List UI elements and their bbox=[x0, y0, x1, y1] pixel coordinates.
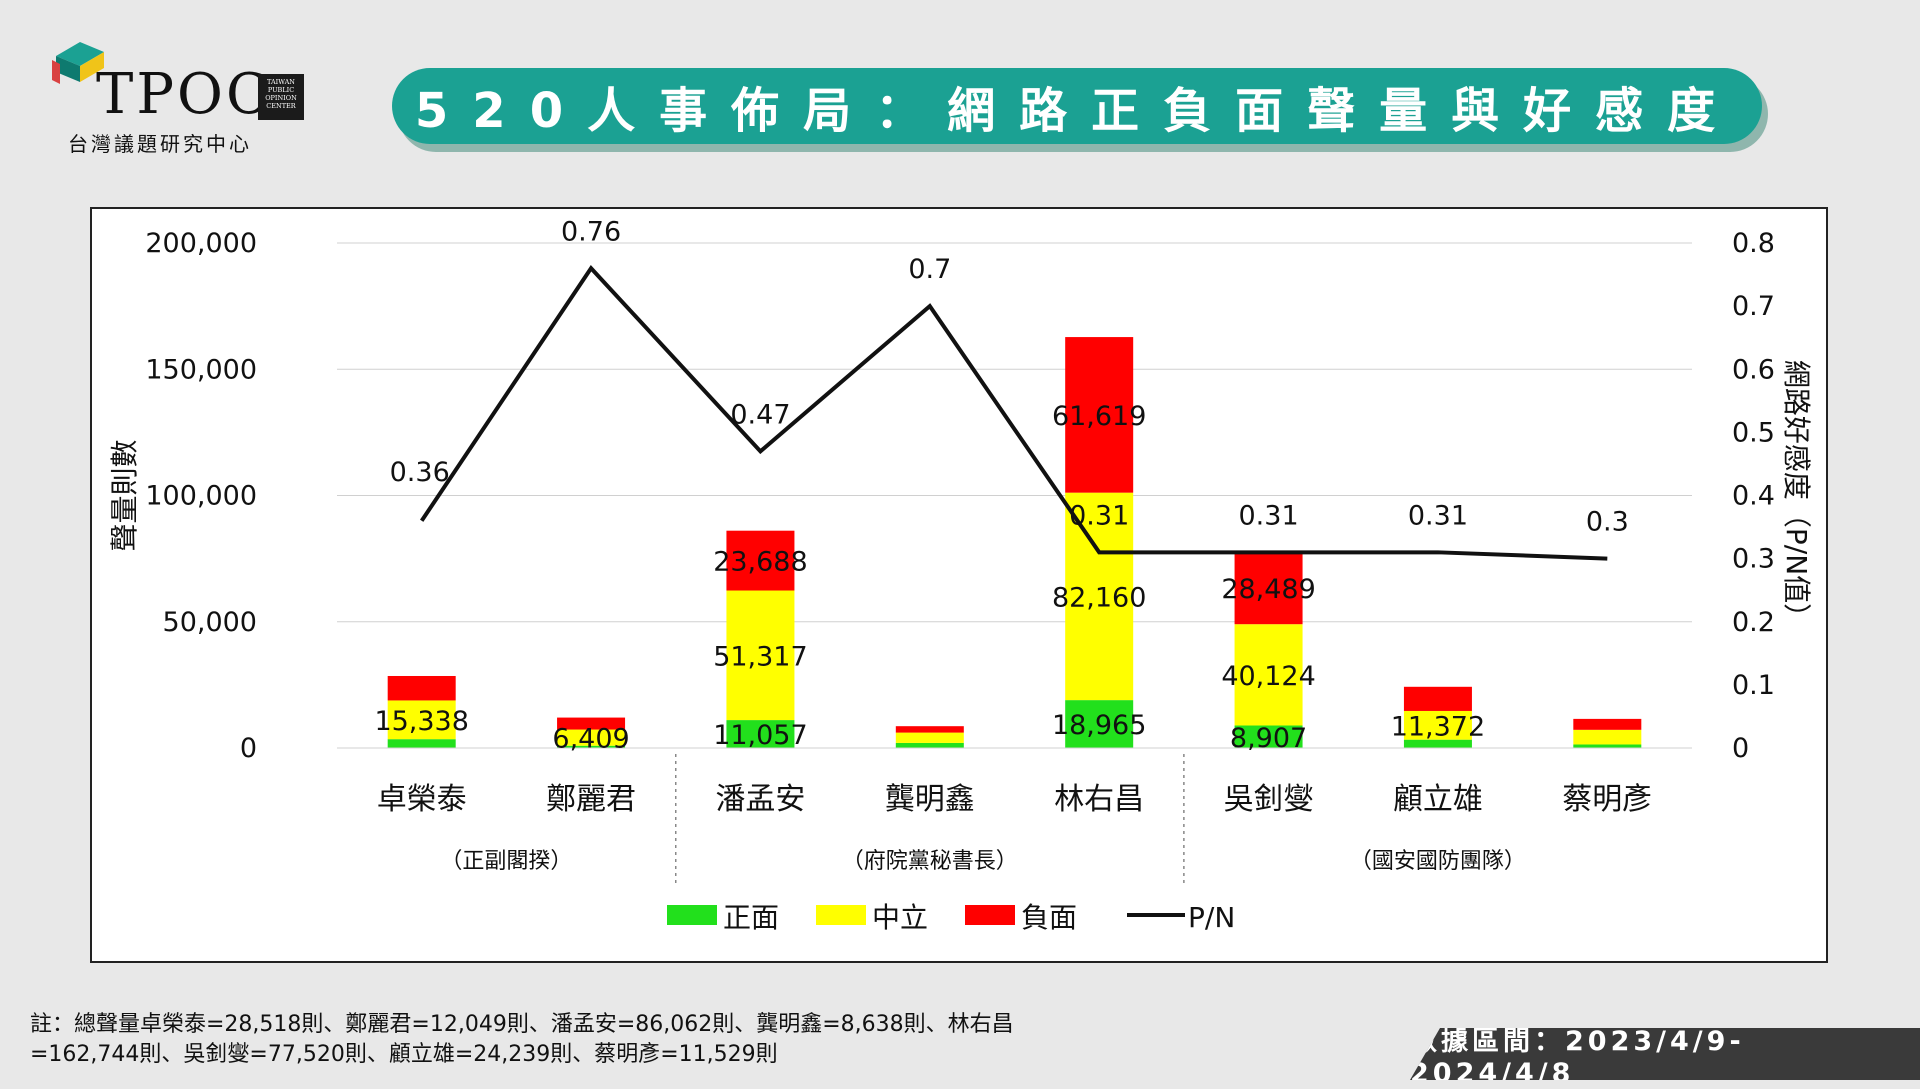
bar-中立-林右昌 bbox=[1065, 492, 1134, 701]
y-left-axis-title: 聲量則數 bbox=[108, 439, 141, 551]
y-right-axis-title: 網路好感度（P/N值） bbox=[1780, 360, 1813, 631]
bar-data-label: 28,489 bbox=[1221, 574, 1315, 605]
page-title: 520人事佈局：網路正負面聲量與好感度 bbox=[414, 83, 1740, 139]
bar-負面-卓榮泰 bbox=[387, 675, 456, 701]
bar-負面-龔明鑫 bbox=[895, 726, 964, 733]
bar-中立-潘孟安 bbox=[726, 590, 795, 721]
y-right-tick-label: 0 bbox=[1732, 733, 1749, 764]
data-period: 數據區間：2023/4/9-2024/4/8 bbox=[1410, 1026, 1745, 1089]
legend-swatch-正面 bbox=[667, 905, 717, 925]
y-right-tick-label: 0.4 bbox=[1732, 481, 1775, 512]
bar-負面-潘孟安 bbox=[726, 530, 795, 591]
bar-中立-蔡明彥 bbox=[1573, 729, 1642, 745]
legend-label: 正面 bbox=[723, 901, 779, 934]
group-label: （國安國防團隊） bbox=[1350, 849, 1526, 874]
legend-label: 負面 bbox=[1021, 901, 1077, 934]
bar-中立-鄭麗君 bbox=[557, 729, 626, 746]
bar-data-label: 8,907 bbox=[1230, 723, 1307, 754]
y-left-tick-label: 0 bbox=[240, 733, 257, 764]
bar-中立-龔明鑫 bbox=[895, 732, 964, 743]
bar-data-label: 51,317 bbox=[713, 641, 807, 672]
x-category-label: 龔明鑫 bbox=[885, 782, 975, 817]
legend-label: P/N bbox=[1188, 901, 1235, 934]
pn-data-label: 0.47 bbox=[730, 399, 790, 430]
group-label: （正副閣揆） bbox=[440, 849, 572, 874]
pn-line bbox=[420, 265, 1608, 561]
y-right-tick-label: 0.1 bbox=[1732, 670, 1775, 701]
bar-data-label: 11,057 bbox=[713, 720, 807, 751]
x-category-label: 蔡明彥 bbox=[1562, 782, 1652, 817]
title-banner: 520人事佈局：網路正負面聲量與好感度 bbox=[392, 68, 1762, 144]
logo-name: TPOC bbox=[96, 62, 272, 127]
x-category-label: 林右昌 bbox=[1054, 782, 1144, 817]
bar-正面-吳釗燮 bbox=[1234, 725, 1303, 748]
bar-負面-顧立雄 bbox=[1403, 686, 1472, 711]
bar-正面-龔明鑫 bbox=[895, 742, 964, 748]
x-category-label: 卓榮泰 bbox=[377, 782, 467, 817]
pn-data-label: 0.31 bbox=[1408, 500, 1468, 531]
y-right-tick-label: 0.7 bbox=[1732, 291, 1775, 322]
y-left-tick-label: 150,000 bbox=[145, 354, 257, 385]
x-category-label: 吳釗燮 bbox=[1224, 782, 1314, 817]
footnote-line-2: =162,744則、吳釗燮=77,520則、顧立雄=24,239則、蔡明彥=11… bbox=[30, 1042, 778, 1067]
pn-data-label: 0.36 bbox=[390, 457, 450, 488]
bar-data-label: 40,124 bbox=[1221, 661, 1315, 692]
footnote: 註：總聲量卓榮泰=28,518則、鄭麗君=12,049則、潘孟安=86,062則… bbox=[30, 1010, 1014, 1070]
y-left-tick-label: 200,000 bbox=[145, 228, 257, 259]
x-category-label: 顧立雄 bbox=[1393, 782, 1483, 817]
bar-data-label: 23,688 bbox=[713, 547, 807, 578]
bar-負面-鄭麗君 bbox=[557, 717, 626, 730]
data-period-badge: 數據區間：2023/4/9-2024/4/8 bbox=[1410, 1028, 1920, 1080]
chart-frame: 0 50,000 100,000 150,000 200,000 0 0.1 0.2 0.3 0.… bbox=[90, 207, 1828, 963]
bar-負面-蔡明彥 bbox=[1573, 718, 1642, 730]
bar-正面-蔡明彥 bbox=[1573, 744, 1642, 748]
chart: 0 50,000 100,000 150,000 200,000 0 0.1 0.2 0.3 0.… bbox=[108, 216, 1813, 934]
group-label: （府院黨秘書長） bbox=[842, 849, 1018, 874]
legend-label: 中立 bbox=[872, 901, 928, 934]
footnote-line-1: 註：總聲量卓榮泰=28,518則、鄭麗君=12,049則、潘孟安=86,062則… bbox=[30, 1012, 1014, 1037]
y-right-tick-label: 0.8 bbox=[1732, 228, 1775, 259]
legend-swatch-負面 bbox=[965, 905, 1015, 925]
tpoc-logo-mark bbox=[52, 42, 104, 84]
y-left-tick-label: 50,000 bbox=[163, 607, 257, 638]
x-category-label: 鄭麗君 bbox=[546, 782, 636, 817]
y-right-tick-label: 0.6 bbox=[1732, 354, 1775, 385]
bar-data-label: 11,372 bbox=[1391, 711, 1485, 742]
bar-正面-潘孟安 bbox=[726, 720, 795, 748]
pn-data-label: 0.76 bbox=[561, 216, 621, 247]
x-category-label: 潘孟安 bbox=[715, 782, 805, 817]
legend-swatch-中立 bbox=[816, 905, 866, 925]
bar-正面-卓榮泰 bbox=[387, 739, 456, 748]
bar-正面-顧立雄 bbox=[1403, 739, 1472, 748]
logo-subtitle: 台灣議題研究中心 bbox=[68, 132, 252, 156]
bar-data-label: 82,160 bbox=[1052, 582, 1146, 613]
bar-中立-顧立雄 bbox=[1403, 710, 1472, 740]
bar-正面-林右昌 bbox=[1065, 700, 1134, 748]
logo-badge: TAIWAN PUBLIC OPINION CENTER bbox=[258, 74, 304, 120]
bar-負面-吳釗燮 bbox=[1234, 552, 1303, 625]
tpoc-logo: TPOC TAIWAN PUBLIC OPINION CENTER 台灣議題研究… bbox=[50, 38, 310, 158]
bar-data-label: 6,409 bbox=[552, 724, 629, 755]
bar-正面-鄭麗君 bbox=[557, 745, 626, 748]
bar-中立-卓榮泰 bbox=[387, 700, 456, 740]
y-right-tick-label: 0.3 bbox=[1732, 544, 1775, 575]
y-right-tick-label: 0.2 bbox=[1732, 607, 1775, 638]
y-left-tick-label: 100,000 bbox=[145, 481, 257, 512]
bar-負面-林右昌 bbox=[1065, 337, 1134, 493]
bar-data-label: 15,338 bbox=[374, 706, 468, 737]
pn-data-label: 0.31 bbox=[1239, 500, 1299, 531]
y-right-tick-label: 0.5 bbox=[1732, 417, 1775, 448]
pn-data-label: 0.3 bbox=[1586, 507, 1629, 538]
pn-data-label: 0.31 bbox=[1069, 500, 1129, 531]
bar-data-label: 61,619 bbox=[1052, 401, 1146, 432]
pn-data-label: 0.7 bbox=[908, 254, 951, 285]
bar-中立-吳釗燮 bbox=[1234, 624, 1303, 726]
bar-data-label: 18,965 bbox=[1052, 710, 1146, 741]
